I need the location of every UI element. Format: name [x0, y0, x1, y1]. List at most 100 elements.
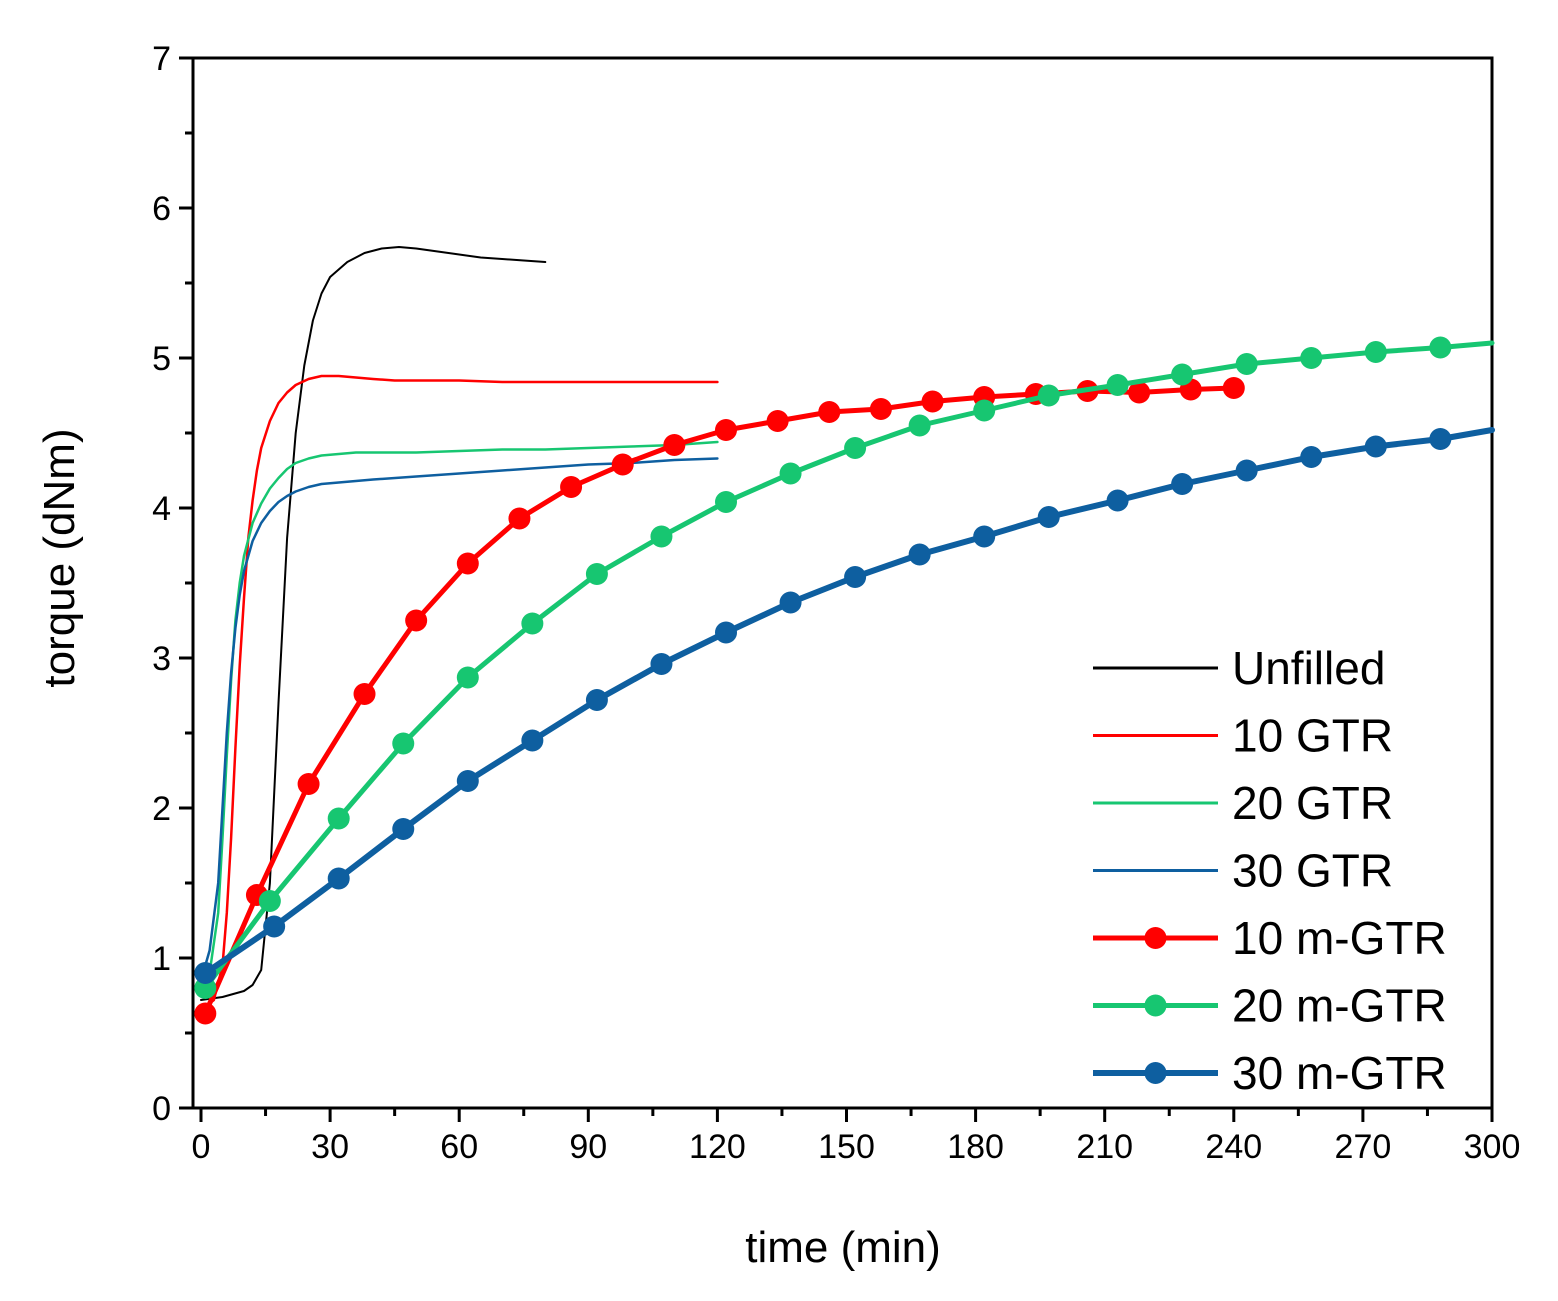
data-point [650, 653, 673, 675]
legend-label: 20 m-GTR [1232, 980, 1447, 1032]
data-point [715, 419, 738, 441]
data-point [973, 525, 996, 548]
data-point [456, 770, 479, 792]
legend-label: 30 m-GTR [1232, 1047, 1447, 1099]
data-point [521, 612, 544, 635]
data-point [908, 543, 931, 566]
data-point [1171, 363, 1194, 386]
data-point [1429, 336, 1452, 359]
data-point [844, 437, 867, 459]
series-30-gtr [199, 457, 719, 982]
data-point [663, 434, 686, 456]
data-point [973, 399, 996, 422]
data-point [521, 729, 544, 752]
series-line [199, 457, 719, 982]
y-tick-label: 6 [152, 190, 171, 228]
x-tick-label: 30 [311, 1128, 349, 1166]
data-point [297, 773, 320, 795]
data-point [715, 491, 738, 513]
data-point [392, 818, 415, 840]
data-point [779, 462, 802, 485]
legend-item: 20 m-GTR [1093, 980, 1447, 1032]
data-point [585, 563, 608, 585]
data-point [1300, 446, 1323, 468]
data-point [779, 591, 802, 614]
data-point [560, 476, 583, 498]
x-tick-label: 300 [1464, 1128, 1521, 1166]
y-tick-label: 7 [152, 40, 171, 78]
data-point [1037, 384, 1060, 407]
y-tick-label: 4 [152, 490, 171, 528]
data-point [258, 890, 281, 912]
data-point [353, 683, 376, 705]
data-point [194, 962, 217, 984]
data-point [392, 732, 415, 755]
data-point [1235, 459, 1258, 482]
data-point [1222, 377, 1245, 399]
series-line [199, 374, 719, 1012]
legend-item: Unfilled [1093, 642, 1385, 694]
legend-item: 10 GTR [1093, 710, 1393, 762]
legend: Unfilled 10 GTR 20 GTR 30 GTR 10 m-GTR 20 m-G… [1093, 642, 1447, 1099]
series-unfilled [200, 246, 547, 1001]
data-point [1235, 353, 1258, 375]
legend-swatch-marker [1144, 994, 1167, 1017]
x-tick-label: 120 [689, 1128, 746, 1166]
data-point [1171, 473, 1194, 495]
plot-series [194, 246, 1495, 1025]
data-point [1300, 347, 1323, 369]
x-tick-label: 240 [1205, 1128, 1262, 1166]
series-line [200, 246, 547, 1001]
data-point [263, 915, 286, 938]
data-point [405, 609, 428, 632]
legend-item: 30 GTR [1093, 845, 1393, 897]
data-point [508, 507, 531, 530]
data-point [766, 410, 789, 432]
data-point [869, 398, 892, 420]
data-point [1106, 374, 1129, 396]
data-point [585, 689, 608, 711]
data-point [194, 1002, 217, 1025]
legend-label: Unfilled [1232, 642, 1385, 694]
legend-label: 20 GTR [1232, 777, 1393, 829]
data-point [1037, 506, 1060, 528]
y-tick-label: 0 [152, 1090, 171, 1128]
y-tick-label: 2 [152, 790, 171, 828]
x-tick-label: 210 [1076, 1128, 1133, 1166]
series-10-m-gtr [194, 377, 1245, 1025]
x-axis-title: time (min) [745, 1223, 941, 1272]
data-point [611, 453, 634, 476]
data-point [650, 525, 673, 548]
y-tick-label: 3 [152, 640, 171, 678]
axes: 0 30 60 90 120 150 180 210 240 270 300 0 1 2 3 4 5 6 7 [152, 40, 1520, 1166]
legend-item: 10 m-GTR [1093, 912, 1447, 964]
legend-swatch-marker [1144, 1062, 1167, 1084]
legend-swatch-marker [1144, 927, 1167, 949]
data-point [1128, 381, 1151, 404]
y-axis-title: torque (dNm) [35, 428, 84, 687]
y-tick-label: 1 [152, 940, 171, 978]
x-tick-label: 270 [1335, 1128, 1392, 1166]
data-point [1364, 341, 1387, 363]
legend-label: 10 GTR [1232, 710, 1393, 762]
x-tick-label: 150 [818, 1128, 875, 1166]
data-point [1364, 435, 1387, 458]
data-point [844, 566, 867, 588]
y-tick-label: 5 [152, 340, 171, 378]
x-tick-label: 60 [440, 1128, 478, 1166]
legend-item: 30 m-GTR [1093, 1047, 1447, 1099]
x-tick-label: 90 [569, 1128, 607, 1166]
data-point [327, 807, 350, 830]
x-tick-label: 0 [192, 1128, 211, 1166]
legend-item: 20 GTR [1093, 777, 1393, 829]
series-10-gtr [199, 374, 719, 1012]
series-30-m-gtr [194, 427, 1495, 984]
data-point [456, 666, 479, 689]
data-point [908, 414, 931, 437]
data-point [1106, 489, 1129, 512]
data-point [921, 390, 944, 413]
x-tick-label: 180 [947, 1128, 1004, 1166]
data-point [818, 401, 841, 423]
legend-label: 10 m-GTR [1232, 912, 1447, 964]
